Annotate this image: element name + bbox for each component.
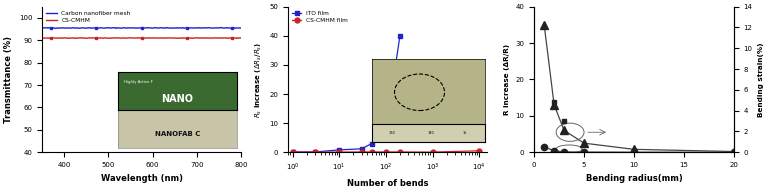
X-axis label: Bending radius(mm): Bending radius(mm) [585,174,682,183]
ITO film [396,35,405,37]
Line: CS-CMHM film: CS-CMHM film [290,148,482,155]
CS-CMHM [65,37,74,40]
X-axis label: Number of bends: Number of bends [347,179,429,188]
Carbon nanofiber mesh [237,27,246,29]
CS-CMHM film [428,151,437,153]
Carbon nanofiber mesh [229,27,238,29]
ITO film [381,128,390,130]
CS-CMHM film [335,151,344,153]
CS-CMHM [222,37,231,39]
CS-CMHM [91,37,101,39]
CS-CMHM film [357,151,366,153]
Carbon nanofiber mesh [49,27,58,29]
ITO film [367,142,376,145]
Carbon nanofiber mesh [91,27,100,29]
Legend: ITO film, CS-CMHM film: ITO film, CS-CMHM film [291,10,349,24]
Legend: Carbon nanofiber mesh, CS-CMHM: Carbon nanofiber mesh, CS-CMHM [45,10,131,24]
CS-CMHM [75,37,84,39]
CS-CMHM film [310,151,319,153]
ITO film [310,151,319,153]
ITO film [357,148,366,150]
CS-CMHM [45,37,55,39]
ITO film [288,151,297,153]
ITO film [335,149,344,151]
Y-axis label: $R_s$ increase ($\Delta R_s$/$R_s$): $R_s$ increase ($\Delta R_s$/$R_s$) [253,41,263,118]
Y-axis label: R increase (ΔR/R): R increase (ΔR/R) [504,44,510,115]
CS-CMHM [229,37,238,39]
Carbon nanofiber mesh [222,27,231,29]
Y-axis label: Transmittance (%): Transmittance (%) [4,36,13,123]
Carbon nanofiber mesh [45,27,55,29]
CS-CMHM film [367,151,376,153]
CS-CMHM film [381,151,390,153]
CS-CMHM [38,37,47,39]
Line: ITO film: ITO film [290,33,402,154]
CS-CMHM [134,36,143,39]
Carbon nanofiber mesh [217,26,226,29]
Carbon nanofiber mesh [38,27,47,29]
X-axis label: Wavelength (nm): Wavelength (nm) [101,174,183,183]
CS-CMHM film [288,151,297,153]
CS-CMHM [237,37,246,39]
CS-CMHM [49,37,58,39]
Y-axis label: Bending strain(%): Bending strain(%) [758,42,764,117]
CS-CMHM film [475,150,484,152]
Carbon nanofiber mesh [74,27,84,29]
Line: Carbon nanofiber mesh: Carbon nanofiber mesh [42,27,241,28]
CS-CMHM film [396,151,405,153]
Carbon nanofiber mesh [111,27,121,30]
